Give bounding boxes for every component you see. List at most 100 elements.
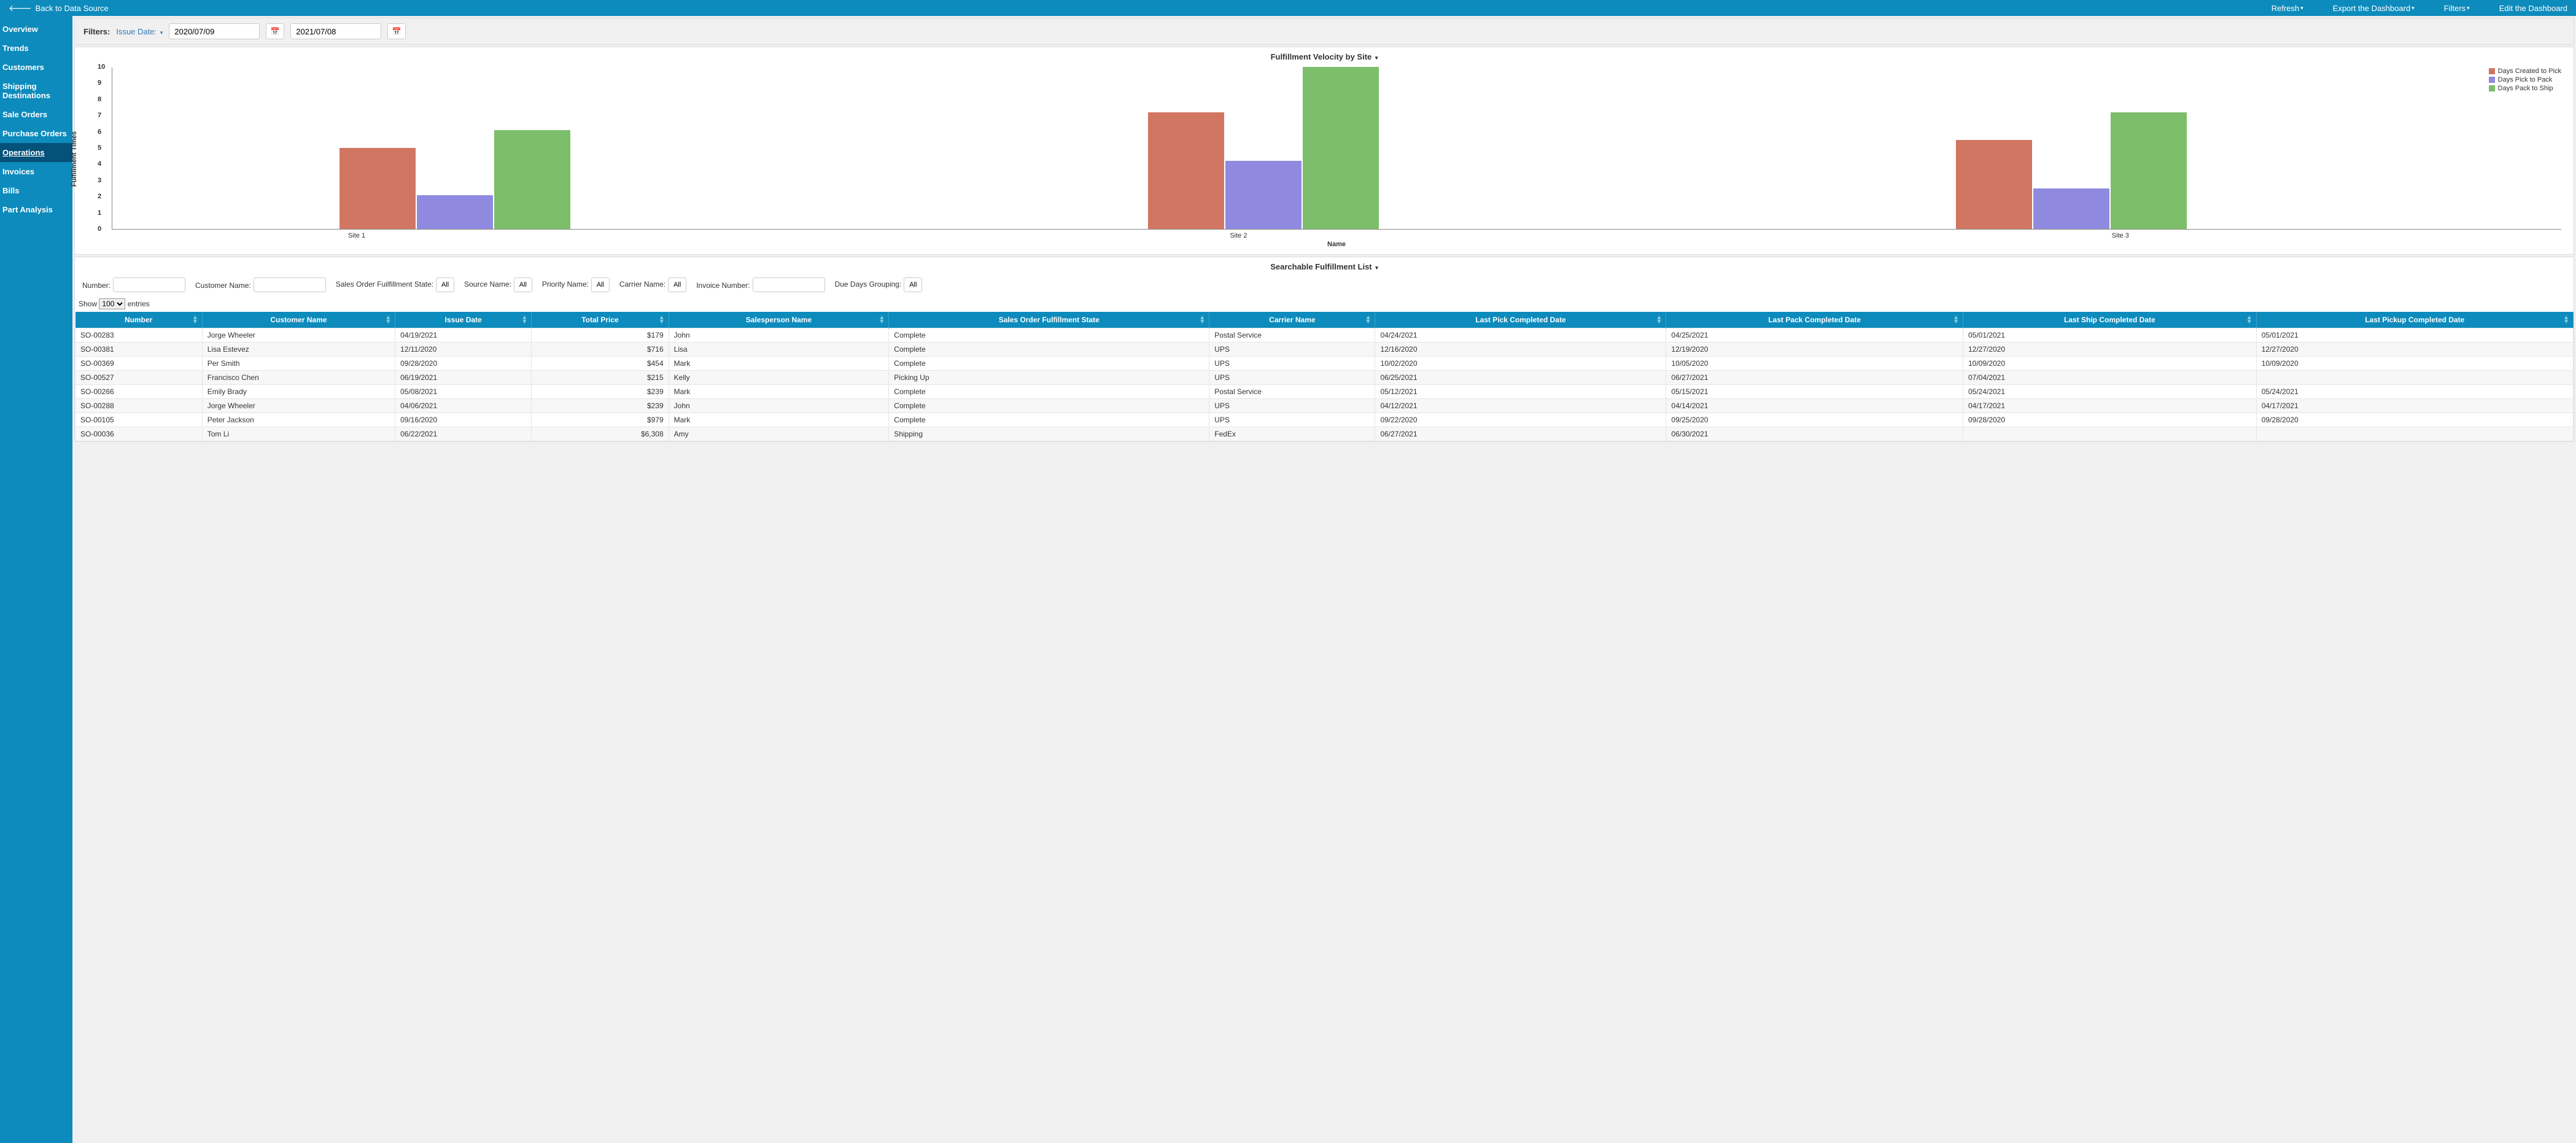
bar[interactable] [2033, 188, 2109, 229]
sort-icon: ▲▼ [192, 316, 198, 324]
table-cell: 09/22/2020 [1375, 413, 1666, 427]
filter-priority-button[interactable]: All [591, 277, 610, 292]
show-entries-select[interactable]: 100 [99, 298, 125, 309]
back-link[interactable]: 🡐 Back to Data Source [9, 3, 109, 14]
refresh-menu[interactable]: Refresh▾ [2271, 4, 2303, 13]
calendar-icon: 📅 [392, 27, 402, 36]
filters-menu[interactable]: Filters▾ [2444, 4, 2470, 13]
table-cell: 05/01/2021 [2256, 328, 2573, 343]
topbar-actions: Refresh▾ Export the Dashboard▾ Filters▾ … [2271, 4, 2567, 13]
sidebar: OverviewTrendsCustomersShipping Destinat… [0, 16, 72, 1143]
sidebar-item-overview[interactable]: Overview [0, 20, 72, 39]
column-header[interactable]: Last Pick Completed Date▲▼ [1375, 312, 1666, 328]
bar[interactable] [1148, 112, 1224, 229]
table-cell: 06/22/2021 [395, 427, 532, 441]
table-cell: 06/30/2021 [1666, 427, 1963, 441]
table-cell: 05/01/2021 [1963, 328, 2256, 343]
table-cell: 05/24/2021 [2256, 385, 2573, 399]
table-cell: $239 [532, 399, 669, 413]
column-header[interactable]: Sales Order Fulfillment State▲▼ [889, 312, 1209, 328]
table-row[interactable]: SO-00036Tom Li06/22/2021$6,308AmyShippin… [76, 427, 2574, 441]
sidebar-item-customers[interactable]: Customers [0, 58, 72, 77]
list-title[interactable]: Searchable Fulfillment List ▾ [75, 257, 2574, 274]
column-header[interactable]: Salesperson Name▲▼ [669, 312, 889, 328]
table-row[interactable]: SO-00527Francisco Chen06/19/2021$215Kell… [76, 371, 2574, 385]
table-cell: $6,308 [532, 427, 669, 441]
table-cell: 05/08/2021 [395, 385, 532, 399]
sidebar-item-invoices[interactable]: Invoices [0, 162, 72, 181]
sidebar-item-purchase-orders[interactable]: Purchase Orders [0, 124, 72, 143]
filter-bar: Filters: Issue Date: ▾ 📅 📅 [74, 18, 2574, 45]
column-header[interactable]: Number▲▼ [76, 312, 203, 328]
x-axis-label: Name [112, 241, 2561, 248]
filter-source-button[interactable]: All [514, 277, 532, 292]
bar[interactable] [2111, 112, 2187, 229]
column-header[interactable]: Total Price▲▼ [532, 312, 669, 328]
column-header[interactable]: Issue Date▲▼ [395, 312, 532, 328]
table-cell: 12/19/2020 [1666, 343, 1963, 357]
bar[interactable] [494, 130, 570, 229]
filter-carrier-button[interactable]: All [668, 277, 686, 292]
calendar-from-button[interactable]: 📅 [266, 23, 284, 39]
column-header[interactable]: Last Pack Completed Date▲▼ [1666, 312, 1963, 328]
bar[interactable] [1303, 67, 1379, 229]
calendar-to-button[interactable]: 📅 [387, 23, 406, 39]
sidebar-item-operations[interactable]: Operations [0, 143, 72, 162]
bar[interactable] [339, 148, 416, 229]
sidebar-item-trends[interactable]: Trends [0, 39, 72, 58]
table-row[interactable]: SO-00266Emily Brady05/08/2021$239MarkCom… [76, 385, 2574, 399]
table-cell: Complete [889, 385, 1209, 399]
table-row[interactable]: SO-00288Jorge Wheeler04/06/2021$239JohnC… [76, 399, 2574, 413]
issue-date-dropdown[interactable]: Issue Date: ▾ [116, 27, 163, 36]
table-row[interactable]: SO-00381Lisa Estevez12/11/2020$716LisaCo… [76, 343, 2574, 357]
table-cell: $454 [532, 357, 669, 371]
filter-duedays-button[interactable]: All [904, 277, 922, 292]
sidebar-item-sale-orders[interactable]: Sale Orders [0, 105, 72, 124]
table-cell: 04/25/2021 [1666, 328, 1963, 343]
bar[interactable] [1225, 161, 1302, 229]
table-row[interactable]: SO-00283Jorge Wheeler04/19/2021$179JohnC… [76, 328, 2574, 343]
table-cell: SO-00266 [76, 385, 203, 399]
column-header[interactable]: Last Ship Completed Date▲▼ [1963, 312, 2256, 328]
table-cell: UPS [1209, 371, 1375, 385]
table-row[interactable]: SO-00369Per Smith09/28/2020$454MarkCompl… [76, 357, 2574, 371]
chart-title[interactable]: Fulfillment Velocity by Site ▾ [75, 47, 2574, 64]
filter-state-button[interactable]: All [436, 277, 454, 292]
table-cell: 09/28/2020 [395, 357, 532, 371]
column-header[interactable]: Customer Name▲▼ [202, 312, 395, 328]
table-cell: 12/27/2020 [1963, 343, 2256, 357]
sort-icon: ▲▼ [521, 316, 527, 324]
table-cell: Francisco Chen [202, 371, 395, 385]
sidebar-item-bills[interactable]: Bills [0, 181, 72, 200]
export-menu[interactable]: Export the Dashboard▾ [2333, 4, 2415, 13]
filter-invoice-input[interactable] [753, 277, 825, 292]
date-to-input[interactable] [290, 23, 381, 39]
table-cell: 04/12/2021 [1375, 399, 1666, 413]
sort-icon: ▲▼ [1199, 316, 1205, 324]
y-tick: 8 [98, 96, 101, 103]
column-header[interactable]: Last Pickup Completed Date▲▼ [2256, 312, 2573, 328]
table-cell: 09/28/2020 [2256, 413, 2573, 427]
table-row[interactable]: SO-00105Peter Jackson09/16/2020$979MarkC… [76, 413, 2574, 427]
y-axis-label: Fulfillment Times [71, 131, 78, 187]
table-cell: 09/16/2020 [395, 413, 532, 427]
bar-group [339, 130, 570, 229]
edit-dashboard[interactable]: Edit the Dashboard [2499, 4, 2567, 13]
table-cell: Complete [889, 399, 1209, 413]
bar[interactable] [417, 195, 493, 229]
column-header[interactable]: Carrier Name▲▼ [1209, 312, 1375, 328]
filter-number-input[interactable] [113, 277, 185, 292]
sidebar-item-part-analysis[interactable]: Part Analysis [0, 200, 72, 219]
y-tick: 7 [98, 112, 101, 119]
chart-panel: Fulfillment Velocity by Site ▾ Days Crea… [74, 47, 2574, 255]
table-body: SO-00283Jorge Wheeler04/19/2021$179JohnC… [76, 328, 2574, 441]
sidebar-item-shipping-destinations[interactable]: Shipping Destinations [0, 77, 72, 105]
bar-group [1956, 112, 2187, 229]
bar[interactable] [1956, 140, 2032, 229]
bar-group [1148, 67, 1379, 229]
table-cell: 06/27/2021 [1666, 371, 1963, 385]
table-cell: SO-00527 [76, 371, 203, 385]
date-from-input[interactable] [169, 23, 260, 39]
y-tick: 5 [98, 144, 101, 152]
filter-customer-input[interactable] [254, 277, 326, 292]
